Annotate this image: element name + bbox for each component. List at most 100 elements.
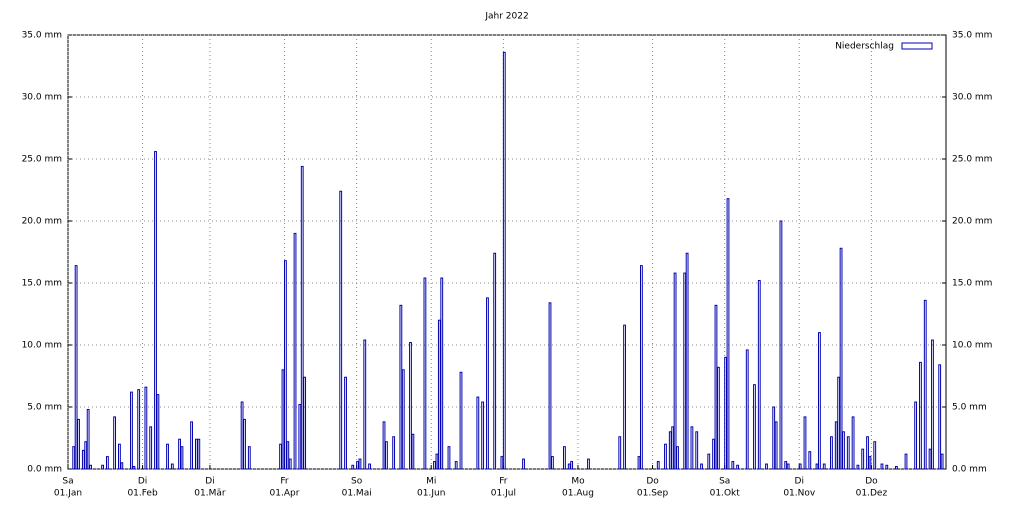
bar: [640, 265, 643, 470]
bar: [101, 464, 104, 470]
y2-tick-label: 30.0 mm: [952, 93, 992, 103]
x-tick-weekday: Di: [795, 477, 804, 487]
bar: [120, 462, 124, 470]
bar: [923, 299, 927, 470]
bar: [72, 446, 76, 470]
x-tick-label: 01.Jun: [417, 489, 445, 499]
bar: [700, 463, 703, 470]
bar: [671, 426, 675, 470]
bar: [842, 431, 845, 470]
legend-swatch: [901, 42, 933, 50]
bar: [194, 438, 198, 470]
x-tick-label: 01.Aug: [562, 489, 594, 499]
y-tick-label: 25.0 mm: [22, 155, 62, 165]
bar: [772, 406, 776, 470]
x-tick-weekday: Mo: [571, 477, 585, 487]
bar: [486, 297, 489, 470]
bar: [178, 438, 181, 470]
bar: [885, 464, 889, 470]
y-tick-label: 5.0 mm: [27, 403, 62, 413]
bar: [447, 446, 451, 470]
bar: [685, 252, 689, 470]
bar: [931, 339, 934, 470]
x-tick-weekday: Sa: [719, 477, 730, 487]
bar: [356, 461, 359, 470]
x-tick-label: 01.Okt: [710, 489, 741, 499]
bar: [676, 446, 679, 470]
y2-tick-label: 35.0 mm: [952, 31, 992, 41]
y-tick-label: 35.0 mm: [22, 31, 62, 41]
bar: [914, 401, 918, 470]
bar: [637, 456, 641, 470]
bar: [618, 436, 622, 470]
x-tick-weekday: Di: [138, 477, 147, 487]
bar: [846, 436, 850, 470]
bar: [339, 190, 343, 470]
bar: [830, 436, 833, 470]
x-tick-weekday: Fr: [280, 477, 289, 487]
bar: [440, 277, 444, 470]
bar: [714, 304, 718, 470]
x-tick-label: 01.Mai: [342, 489, 372, 499]
bar: [303, 376, 307, 470]
bar: [84, 441, 88, 470]
bar: [570, 461, 574, 470]
bar: [726, 198, 730, 470]
bar: [401, 369, 405, 470]
bar: [358, 458, 362, 470]
bar: [673, 272, 677, 470]
bar: [81, 449, 85, 470]
x-tick-label: 01.Dez: [856, 489, 888, 499]
bar: [716, 366, 720, 470]
bar: [664, 443, 667, 470]
bar: [839, 247, 843, 470]
bar: [834, 421, 838, 470]
bar: [279, 443, 282, 470]
bar: [283, 260, 287, 470]
y2-tick-label: 0.0 mm: [952, 465, 987, 475]
bar: [880, 463, 884, 470]
bar: [774, 421, 778, 470]
bar: [77, 418, 80, 470]
bar: [868, 456, 872, 470]
bar: [919, 361, 922, 470]
bar: [712, 438, 715, 470]
bar: [522, 458, 525, 470]
y-tick-label: 0.0 mm: [27, 465, 62, 475]
bar: [399, 304, 403, 470]
bar: [385, 441, 388, 470]
bar: [149, 426, 153, 470]
bar: [89, 464, 92, 470]
bar: [822, 463, 826, 470]
bar: [690, 426, 694, 470]
x-tick-weekday: Mi: [426, 477, 436, 487]
bar: [288, 458, 292, 470]
bar: [476, 396, 480, 470]
bar: [113, 416, 117, 470]
bar: [435, 453, 439, 470]
bar: [240, 401, 244, 470]
bar: [736, 464, 740, 470]
bar: [293, 232, 297, 470]
bar: [437, 319, 441, 470]
bar: [757, 280, 761, 470]
bar: [190, 421, 193, 470]
x-tick-label: 01.Jan: [54, 489, 82, 499]
bar: [745, 349, 749, 470]
bar: [548, 302, 552, 470]
bar: [668, 431, 672, 470]
bar: [500, 456, 504, 470]
bar: [368, 463, 371, 470]
x-tick-weekday: Fr: [499, 477, 508, 487]
bar: [567, 463, 571, 470]
bar: [683, 272, 687, 470]
bar: [392, 436, 396, 470]
bar: [623, 324, 626, 470]
legend-label: Niederschlag: [835, 42, 894, 52]
bar: [144, 386, 148, 470]
bar: [170, 463, 174, 470]
bar: [753, 384, 756, 470]
bar: [866, 436, 869, 470]
bar: [695, 431, 699, 470]
